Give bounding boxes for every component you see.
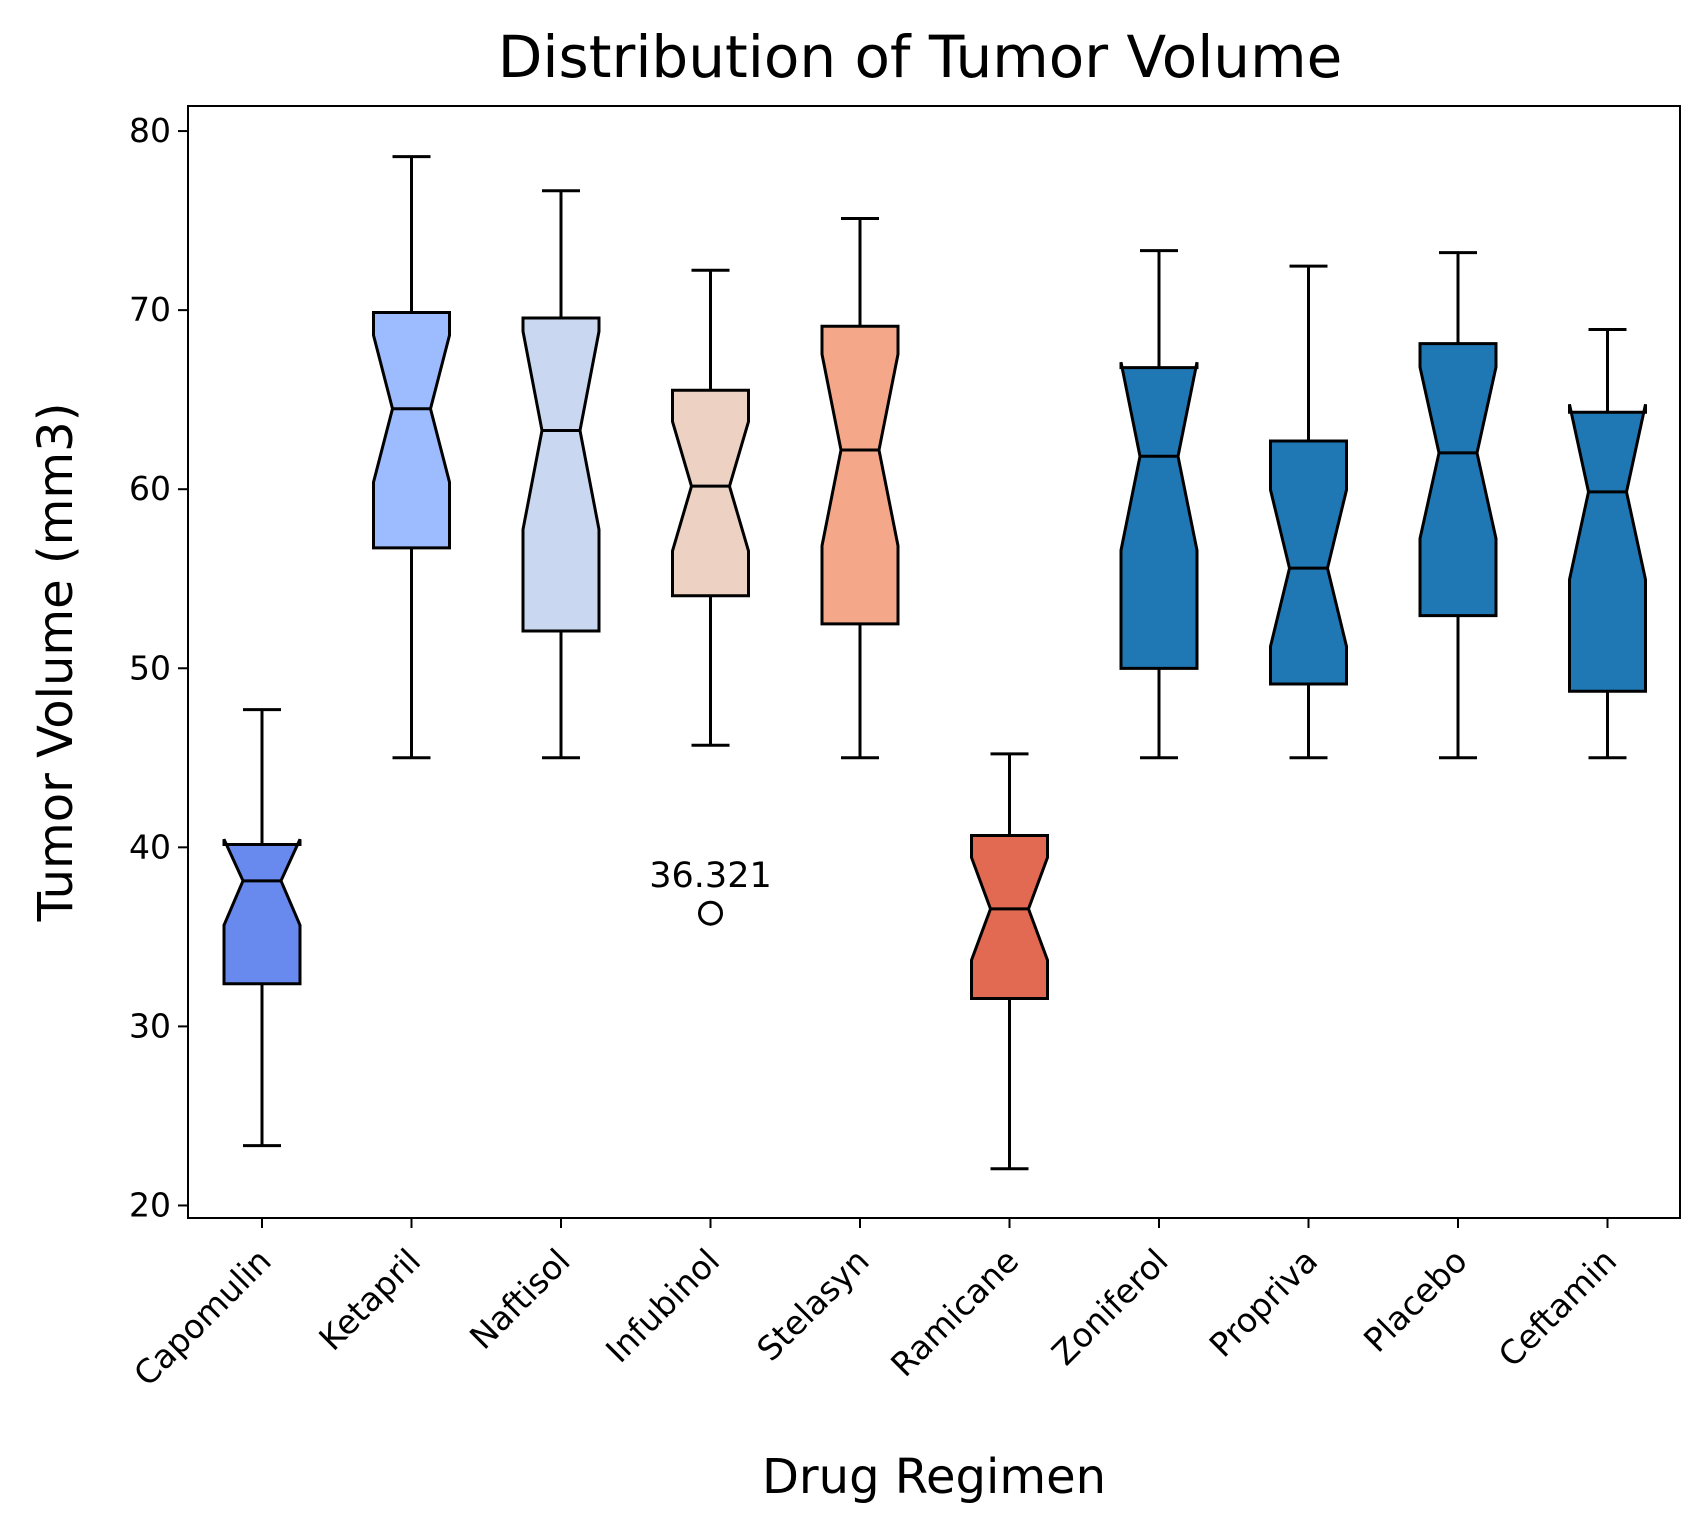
box-body xyxy=(1418,342,1498,618)
box-propriva xyxy=(1269,264,1348,760)
box-ketapril xyxy=(372,155,451,760)
box-capomulin xyxy=(222,708,302,1148)
box-body xyxy=(222,838,302,986)
box-body xyxy=(1119,361,1199,670)
box-body xyxy=(1269,439,1348,686)
plot-area: 36.321 xyxy=(222,155,1647,1171)
box-stelasyn xyxy=(820,216,900,760)
y-tick-label: 60 xyxy=(129,469,171,508)
box-zoniferol xyxy=(1119,249,1199,760)
box-placebo xyxy=(1418,251,1498,760)
y-tick-label: 40 xyxy=(129,827,171,866)
box-body xyxy=(671,388,750,598)
box-ceftamin xyxy=(1568,327,1647,760)
outlier-label: 36.321 xyxy=(649,856,771,896)
chart-title: Distribution of Tumor Volume xyxy=(498,23,1343,91)
box-body xyxy=(820,324,900,626)
box-body xyxy=(372,311,451,550)
y-tick-label: 80 xyxy=(129,111,171,150)
box-body xyxy=(970,834,1049,1000)
y-axis: 20 30 40 50 60 70 80 xyxy=(129,111,188,1224)
box-infubinol xyxy=(671,268,750,747)
box-naftisol xyxy=(521,189,601,760)
y-tick-label: 70 xyxy=(129,290,171,329)
y-tick-label: 50 xyxy=(129,648,171,687)
y-axis-label: Tumor Volume (mm3) xyxy=(28,403,84,923)
box-body xyxy=(1568,403,1647,693)
box-ramicane xyxy=(970,752,1049,1171)
box-body xyxy=(521,316,601,633)
outlier-point xyxy=(698,900,723,926)
axes-frame xyxy=(187,105,1681,1219)
x-axis-label: Drug Regimen xyxy=(762,1449,1106,1505)
y-tick-label: 30 xyxy=(129,1006,171,1045)
y-tick-label: 20 xyxy=(129,1185,171,1224)
